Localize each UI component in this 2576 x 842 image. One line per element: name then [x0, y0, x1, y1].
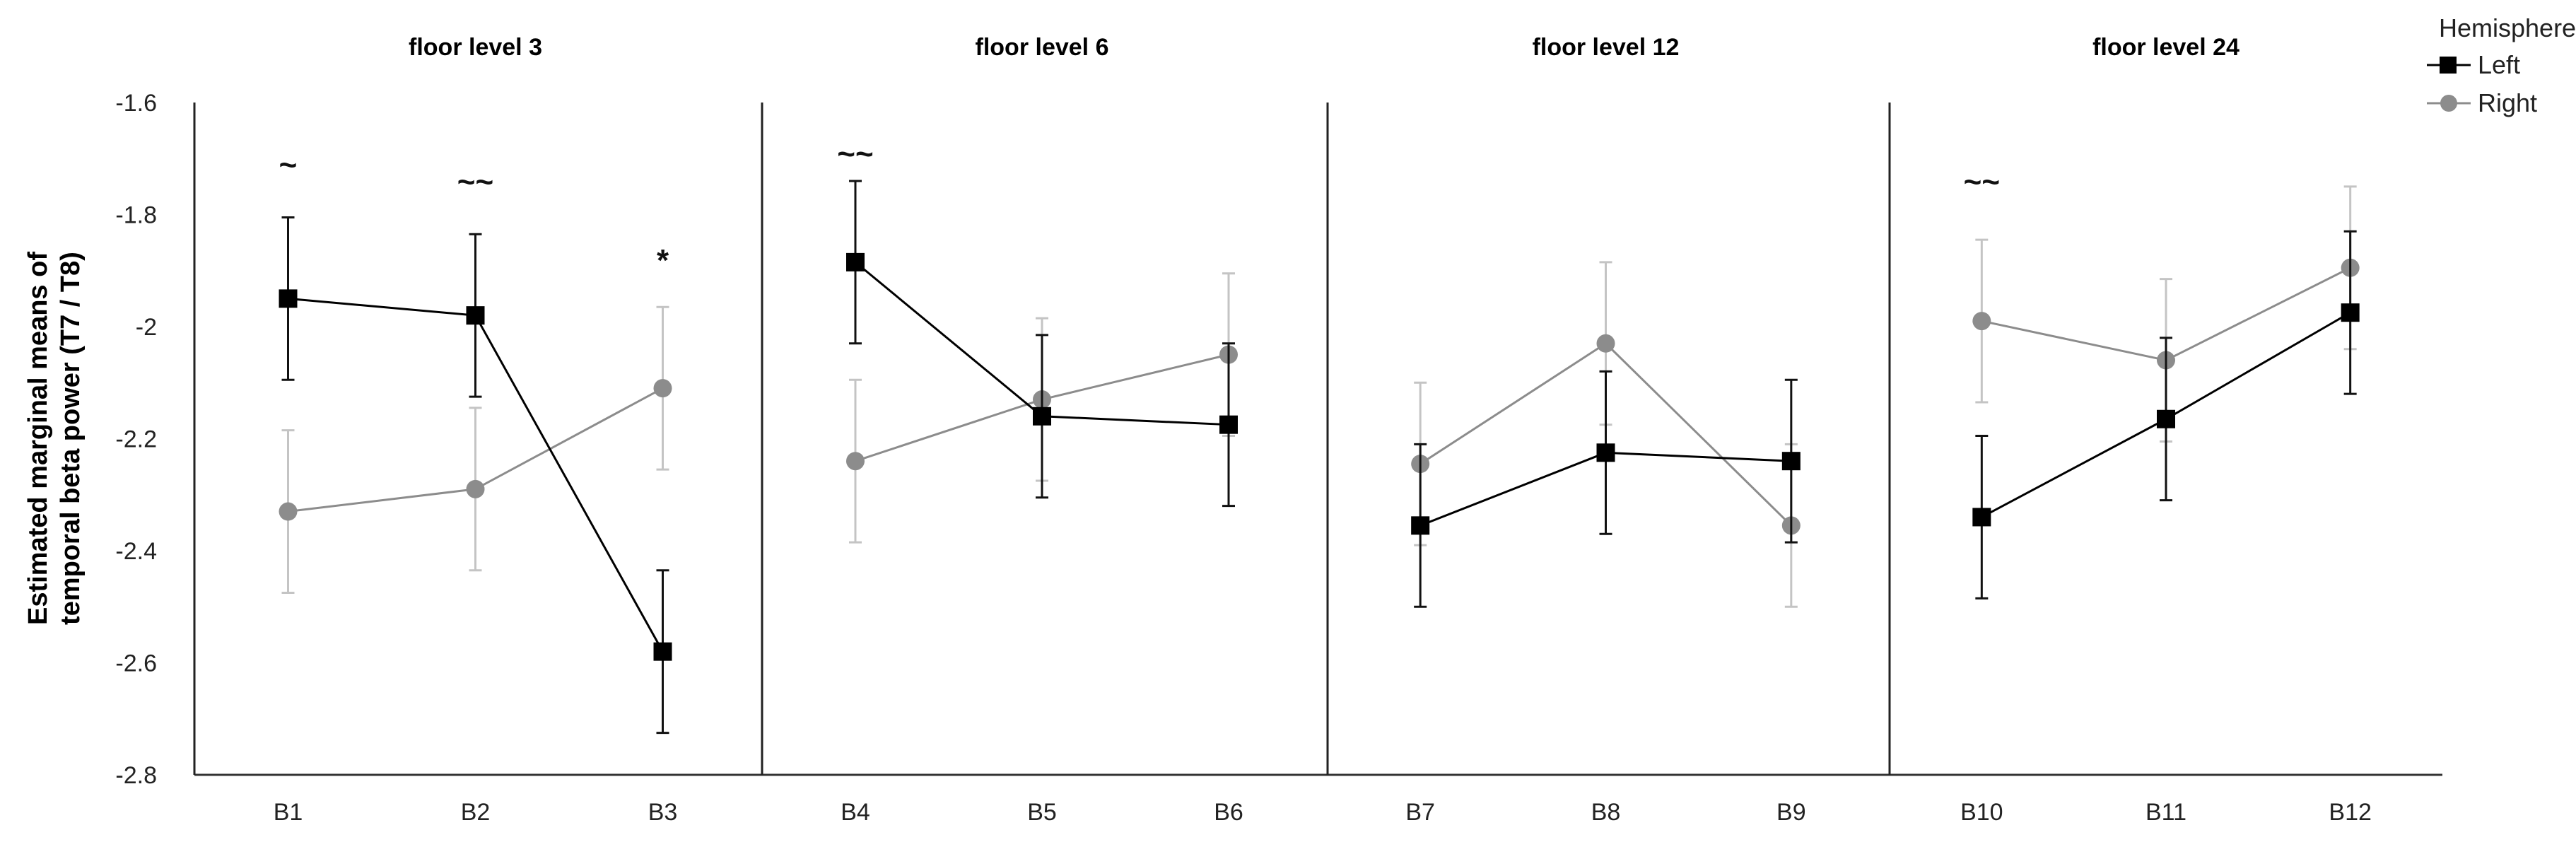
left-data-point [2341, 303, 2360, 322]
y-tick-label: -2.2 [115, 426, 157, 453]
significance-marker: ~~ [457, 165, 493, 199]
legend-left-marker [2440, 57, 2457, 74]
x-tick-label: B9 [1776, 799, 1806, 826]
left-data-point [2157, 409, 2175, 428]
significance-marker: ~~ [1964, 165, 2000, 199]
x-tick-label: B3 [648, 799, 678, 826]
x-tick-label: B8 [1591, 799, 1621, 826]
right-data-point [1972, 312, 1991, 331]
x-tick-label: B7 [1405, 799, 1435, 826]
right-data-point [846, 452, 865, 471]
x-tick-label: B10 [1960, 799, 2003, 826]
left-data-point [1033, 407, 1051, 426]
panel-title: floor level 6 [976, 34, 1109, 61]
x-tick-label: B5 [1027, 799, 1057, 826]
left-data-point [279, 289, 298, 308]
left-data-point [1596, 443, 1615, 462]
y-tick-label: -2.8 [115, 762, 157, 789]
right-data-point [466, 479, 485, 498]
y-tick-label: -1.8 [115, 202, 157, 229]
y-tick-label: -2.6 [115, 650, 157, 677]
x-tick-label: B1 [274, 799, 303, 826]
x-tick-label: B12 [2329, 799, 2372, 826]
left-data-point [1219, 415, 1238, 434]
right-data-point [1596, 334, 1615, 353]
x-tick-label: B2 [461, 799, 491, 826]
y-tick-label: -1.6 [115, 90, 157, 117]
panel-title: floor level 12 [1533, 34, 1680, 61]
legend-right-marker [2440, 95, 2457, 112]
significance-marker: ~~ [837, 136, 873, 171]
legend-title: Hemisphere [2439, 13, 2576, 42]
left-data-point [846, 252, 865, 271]
significance-marker: * [657, 243, 669, 278]
right-data-point [279, 502, 298, 521]
y-axis-label-line: temporal beta power (T7 / T8) [56, 252, 86, 625]
legend-label-right: Right [2478, 88, 2537, 117]
panel-title: floor level 3 [409, 34, 542, 61]
left-data-point [466, 306, 485, 325]
x-tick-label: B4 [841, 799, 870, 826]
significance-marker: ~ [279, 148, 298, 182]
x-tick-label: B6 [1214, 799, 1243, 826]
y-axis-label-line: Estimated marginal means of [23, 252, 53, 625]
right-data-point [653, 379, 672, 398]
left-data-point [1781, 452, 1801, 471]
left-data-point [1411, 516, 1430, 535]
panel-title: floor level 24 [2092, 34, 2240, 61]
y-axis-label: Estimated marginal means of temporal beta… [23, 252, 86, 625]
legend-label-left: Left [2478, 50, 2520, 79]
left-data-point [653, 642, 672, 661]
x-tick-label: B11 [2145, 799, 2186, 826]
left-data-point [1972, 508, 1991, 527]
y-tick-label: -2.4 [115, 538, 157, 565]
y-tick-label: -2 [136, 314, 157, 341]
